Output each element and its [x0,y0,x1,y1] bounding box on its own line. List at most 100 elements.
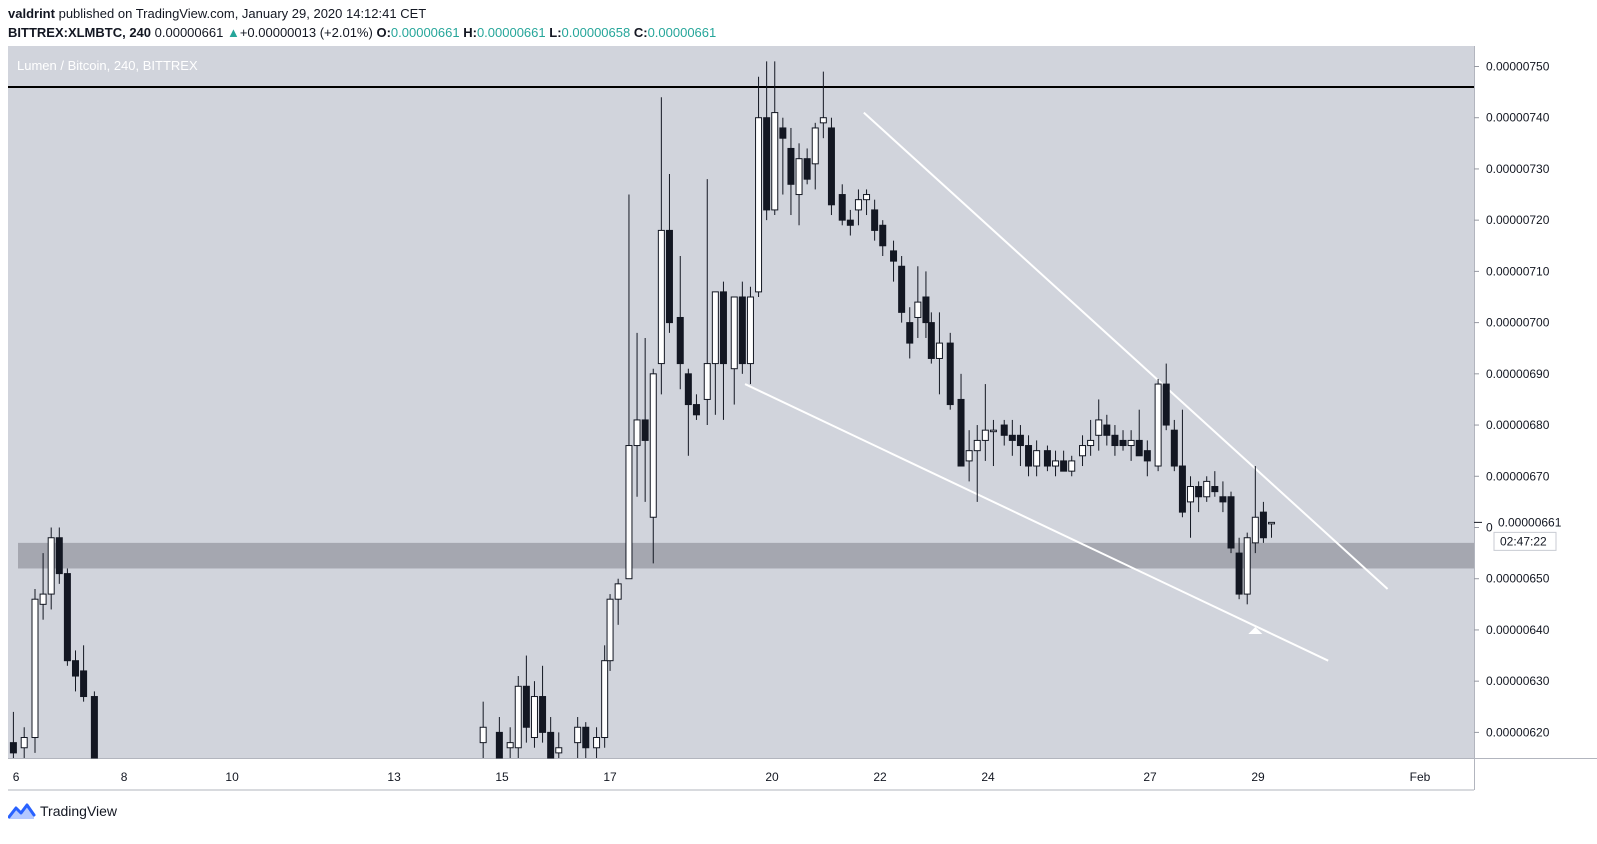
bearish-candle [547,731,555,759]
bullish-candle [633,419,641,447]
bullish-candle [746,296,754,365]
bullish-candle [506,742,514,749]
bullish-candle [730,296,738,370]
low-value: 0.00000658 [561,25,631,40]
plot-background [8,46,1474,758]
bearish-candle [692,404,700,416]
bearish-candle [641,419,649,441]
chart-area[interactable]: Lumen / Bitcoin, 240, BITTREX 0.00000620 0… [0,46,1597,791]
bullish-candle [1243,537,1251,595]
bullish-candle [1087,439,1095,447]
bearish-candle [665,229,673,324]
bullish-candle [601,660,609,739]
bullish-candle [973,439,981,452]
bearish-candle [838,194,846,221]
bullish-candle [39,593,47,605]
bullish-candle [479,726,487,744]
bearish-candle [846,219,854,226]
author-name[interactable]: valdrint [8,6,55,21]
bullish-candle [530,696,538,739]
y-tick-label: 0.00000620 [1486,725,1550,739]
bearish-candle [63,573,71,662]
x-tick-label: Feb [1410,770,1431,784]
countdown-label: 02:47:22 [1500,534,1547,548]
bullish-candle [1095,419,1103,436]
bearish-candle [1119,439,1127,447]
tradingview-logo-icon [8,803,36,819]
bearish-candle [871,209,879,231]
bearish-candle [1219,496,1227,503]
y-tick-label: 0.00000680 [1486,418,1550,432]
tradingview-footer[interactable]: TradingView [8,800,117,822]
price-chart[interactable]: Lumen / Bitcoin, 240, BITTREX 0.00000620 0… [0,46,1597,791]
bearish-candle [719,291,727,365]
ohlc-legend: BITTREX:XLMBTC, 240 0.00000661 ▲+0.00000… [8,25,716,40]
bearish-candle [946,342,954,406]
close-label: C: [633,25,648,40]
bearish-candle [1235,552,1243,595]
bearish-candle [55,537,63,575]
bullish-candle [1154,383,1162,467]
last-price-label: 0.00000661 [1498,515,1562,529]
bearish-candle [495,731,503,759]
bearish-candle [738,296,746,365]
bullish-candle [1268,521,1276,525]
bearish-candle [684,373,692,406]
bullish-candle [863,194,871,201]
x-tick-label: 10 [225,770,239,784]
bearish-candle [779,127,787,139]
bullish-candle [1052,460,1060,467]
bearish-candle [1259,511,1267,539]
y-tick-label: 0.00000730 [1486,162,1550,176]
bearish-candle [1016,434,1024,447]
symbol-label: BITTREX:XLMBTC, 240 [8,25,152,40]
bullish-candle [47,537,55,595]
bullish-candle [1068,460,1076,472]
bearish-candle [879,224,887,247]
bearish-candle [1170,429,1178,467]
bearish-candle [539,696,547,733]
bearish-candle [890,250,898,262]
y-tick-label: 0.00000700 [1486,316,1550,330]
open-label: O: [376,25,391,40]
channel-upper-line [863,111,1389,590]
bearish-candle [898,265,906,313]
bearish-candle [1008,434,1016,441]
bullish-candle [981,429,989,441]
bullish-candle [819,117,827,124]
low-label: L: [549,25,562,40]
bearish-candle [1211,486,1219,493]
price-change: +0.00000013 (+2.01%) [239,25,373,40]
bearish-candle [1043,450,1051,467]
bullish-candle [1251,516,1259,544]
close-value: 0.00000661 [647,25,717,40]
x-tick-label: 22 [873,770,887,784]
countdown-label-bg [1493,531,1557,551]
bearish-candle [763,117,771,211]
bearish-candle [80,670,88,698]
bearish-candle [522,685,530,728]
bearish-candle [1143,450,1151,462]
y-tick-label: 0.00000640 [1486,623,1550,637]
y-tick-label: 0.00000630 [1486,674,1550,688]
bearish-candle [582,726,590,749]
y-tick-label: 0.00000750 [1486,59,1550,73]
x-tick-label: 20 [765,770,779,784]
bearish-candle [1135,439,1143,457]
bearish-candle [927,322,935,359]
bullish-candle [514,685,522,749]
high-label: H: [463,25,477,40]
x-tick-label: 27 [1143,770,1157,784]
bearish-candle [803,158,811,180]
bullish-candle [1203,480,1211,498]
bearish-candle [1195,486,1203,498]
bullish-candle [20,737,28,749]
x-tick-label: 13 [387,770,401,784]
bullish-candle [703,363,711,400]
x-tick-label: 29 [1251,770,1265,784]
x-tick-label: 8 [121,770,128,784]
bullish-candle [711,291,719,365]
high-value: 0.00000661 [476,25,546,40]
bearish-candle [90,696,98,759]
bullish-candle [1187,486,1195,503]
